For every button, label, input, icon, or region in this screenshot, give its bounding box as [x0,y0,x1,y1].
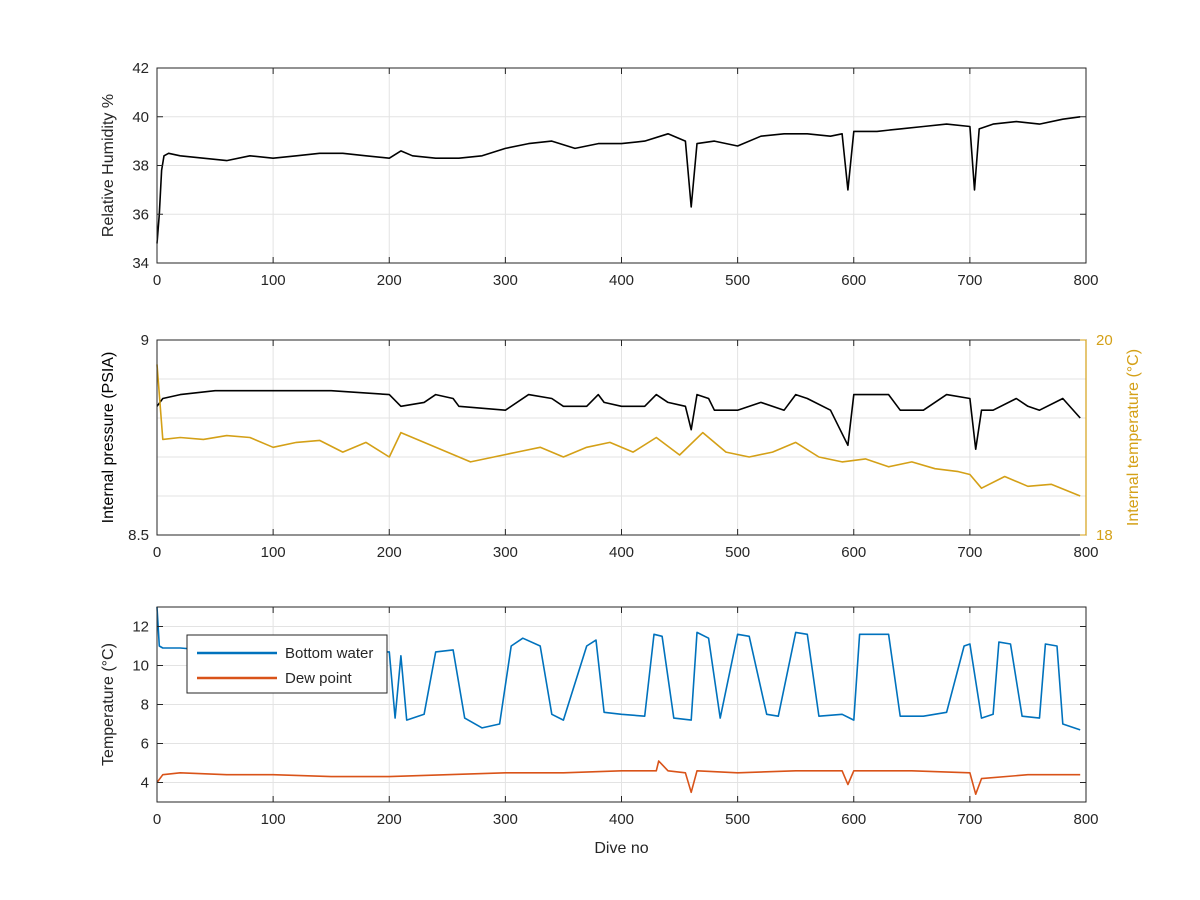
x-tick-label: 0 [153,544,161,561]
chart-panel-2: 0 100 200 300 400 500 600 700 800 8.5 9 18 20 Interna… [100,332,1142,561]
x-tick-label: 600 [841,811,866,828]
x-tick-label: 800 [1073,811,1098,828]
series-line-2-2 [156,364,1081,497]
x-tick-label: 800 [1073,272,1098,289]
x-tick-label: 500 [725,544,750,561]
x-tick-label: 100 [261,544,286,561]
series-line-dew-point [156,760,1081,796]
x-tick-label: 300 [493,544,518,561]
x-tick-label: 400 [609,272,634,289]
legend: Bottom water Dew point [186,634,388,694]
x-tick-label: 700 [957,811,982,828]
series-line-bottom-water [156,606,1081,731]
x-tick-label: 100 [261,272,286,289]
x-tick-label: 200 [377,811,402,828]
x-tick-label: 700 [957,272,982,289]
x-tick-label: 600 [841,544,866,561]
y-tick-label: 8.5 [128,527,149,544]
y-tick-label: 40 [132,109,149,126]
y-tick-label: 4 [141,775,149,792]
x-tick-label: 300 [493,272,518,289]
chart-panel-3: 0 100 200 300 400 500 600 700 800 4 6 8 10 12 Temperat… [100,606,1099,857]
y-tick-label: 42 [132,60,149,77]
x-tick-label: 400 [609,544,634,561]
x-tick-label: 100 [261,811,286,828]
y-tick-label: 12 [132,619,149,636]
y-tick-label: 38 [132,158,149,175]
series-line-2-1 [156,389,1081,451]
legend-box [186,634,388,694]
y-right-tick-label: 18 [1096,527,1113,544]
x-tick-label: 300 [493,811,518,828]
y-axis-label: Relative Humidity % [100,94,117,237]
y-tick-label: 34 [132,255,149,272]
legend-label: Dew point [285,670,353,687]
series-line-1-1 [156,116,1081,244]
y-right-tick-label: 20 [1096,332,1113,349]
x-tick-label: 400 [609,811,634,828]
y-axis-label: Internal pressure (PSIA) [100,352,117,524]
y-tick-label: 9 [141,332,149,349]
x-tick-label: 200 [377,272,402,289]
x-tick-label: 500 [725,272,750,289]
y-tick-label: 10 [132,658,149,675]
x-tick-label: 200 [377,544,402,561]
chart-panel-1: 0 100 200 300 400 500 600 700 800 34 36 38 40 42 Relat… [100,60,1099,289]
x-tick-label: 500 [725,811,750,828]
y-tick-label: 6 [141,736,149,753]
x-axis-label: Dive no [594,840,648,857]
y-right-axis-label: Internal temperature (°C) [1125,349,1142,526]
y-axis-label: Temperature (°C) [100,643,117,766]
x-tick-label: 0 [153,272,161,289]
x-tick-label: 600 [841,272,866,289]
y-tick-label: 36 [132,206,149,223]
legend-label: Bottom water [285,645,373,662]
x-tick-label: 700 [957,544,982,561]
x-tick-label: 800 [1073,544,1098,561]
x-tick-label: 0 [153,811,161,828]
y-tick-label: 8 [141,697,149,714]
